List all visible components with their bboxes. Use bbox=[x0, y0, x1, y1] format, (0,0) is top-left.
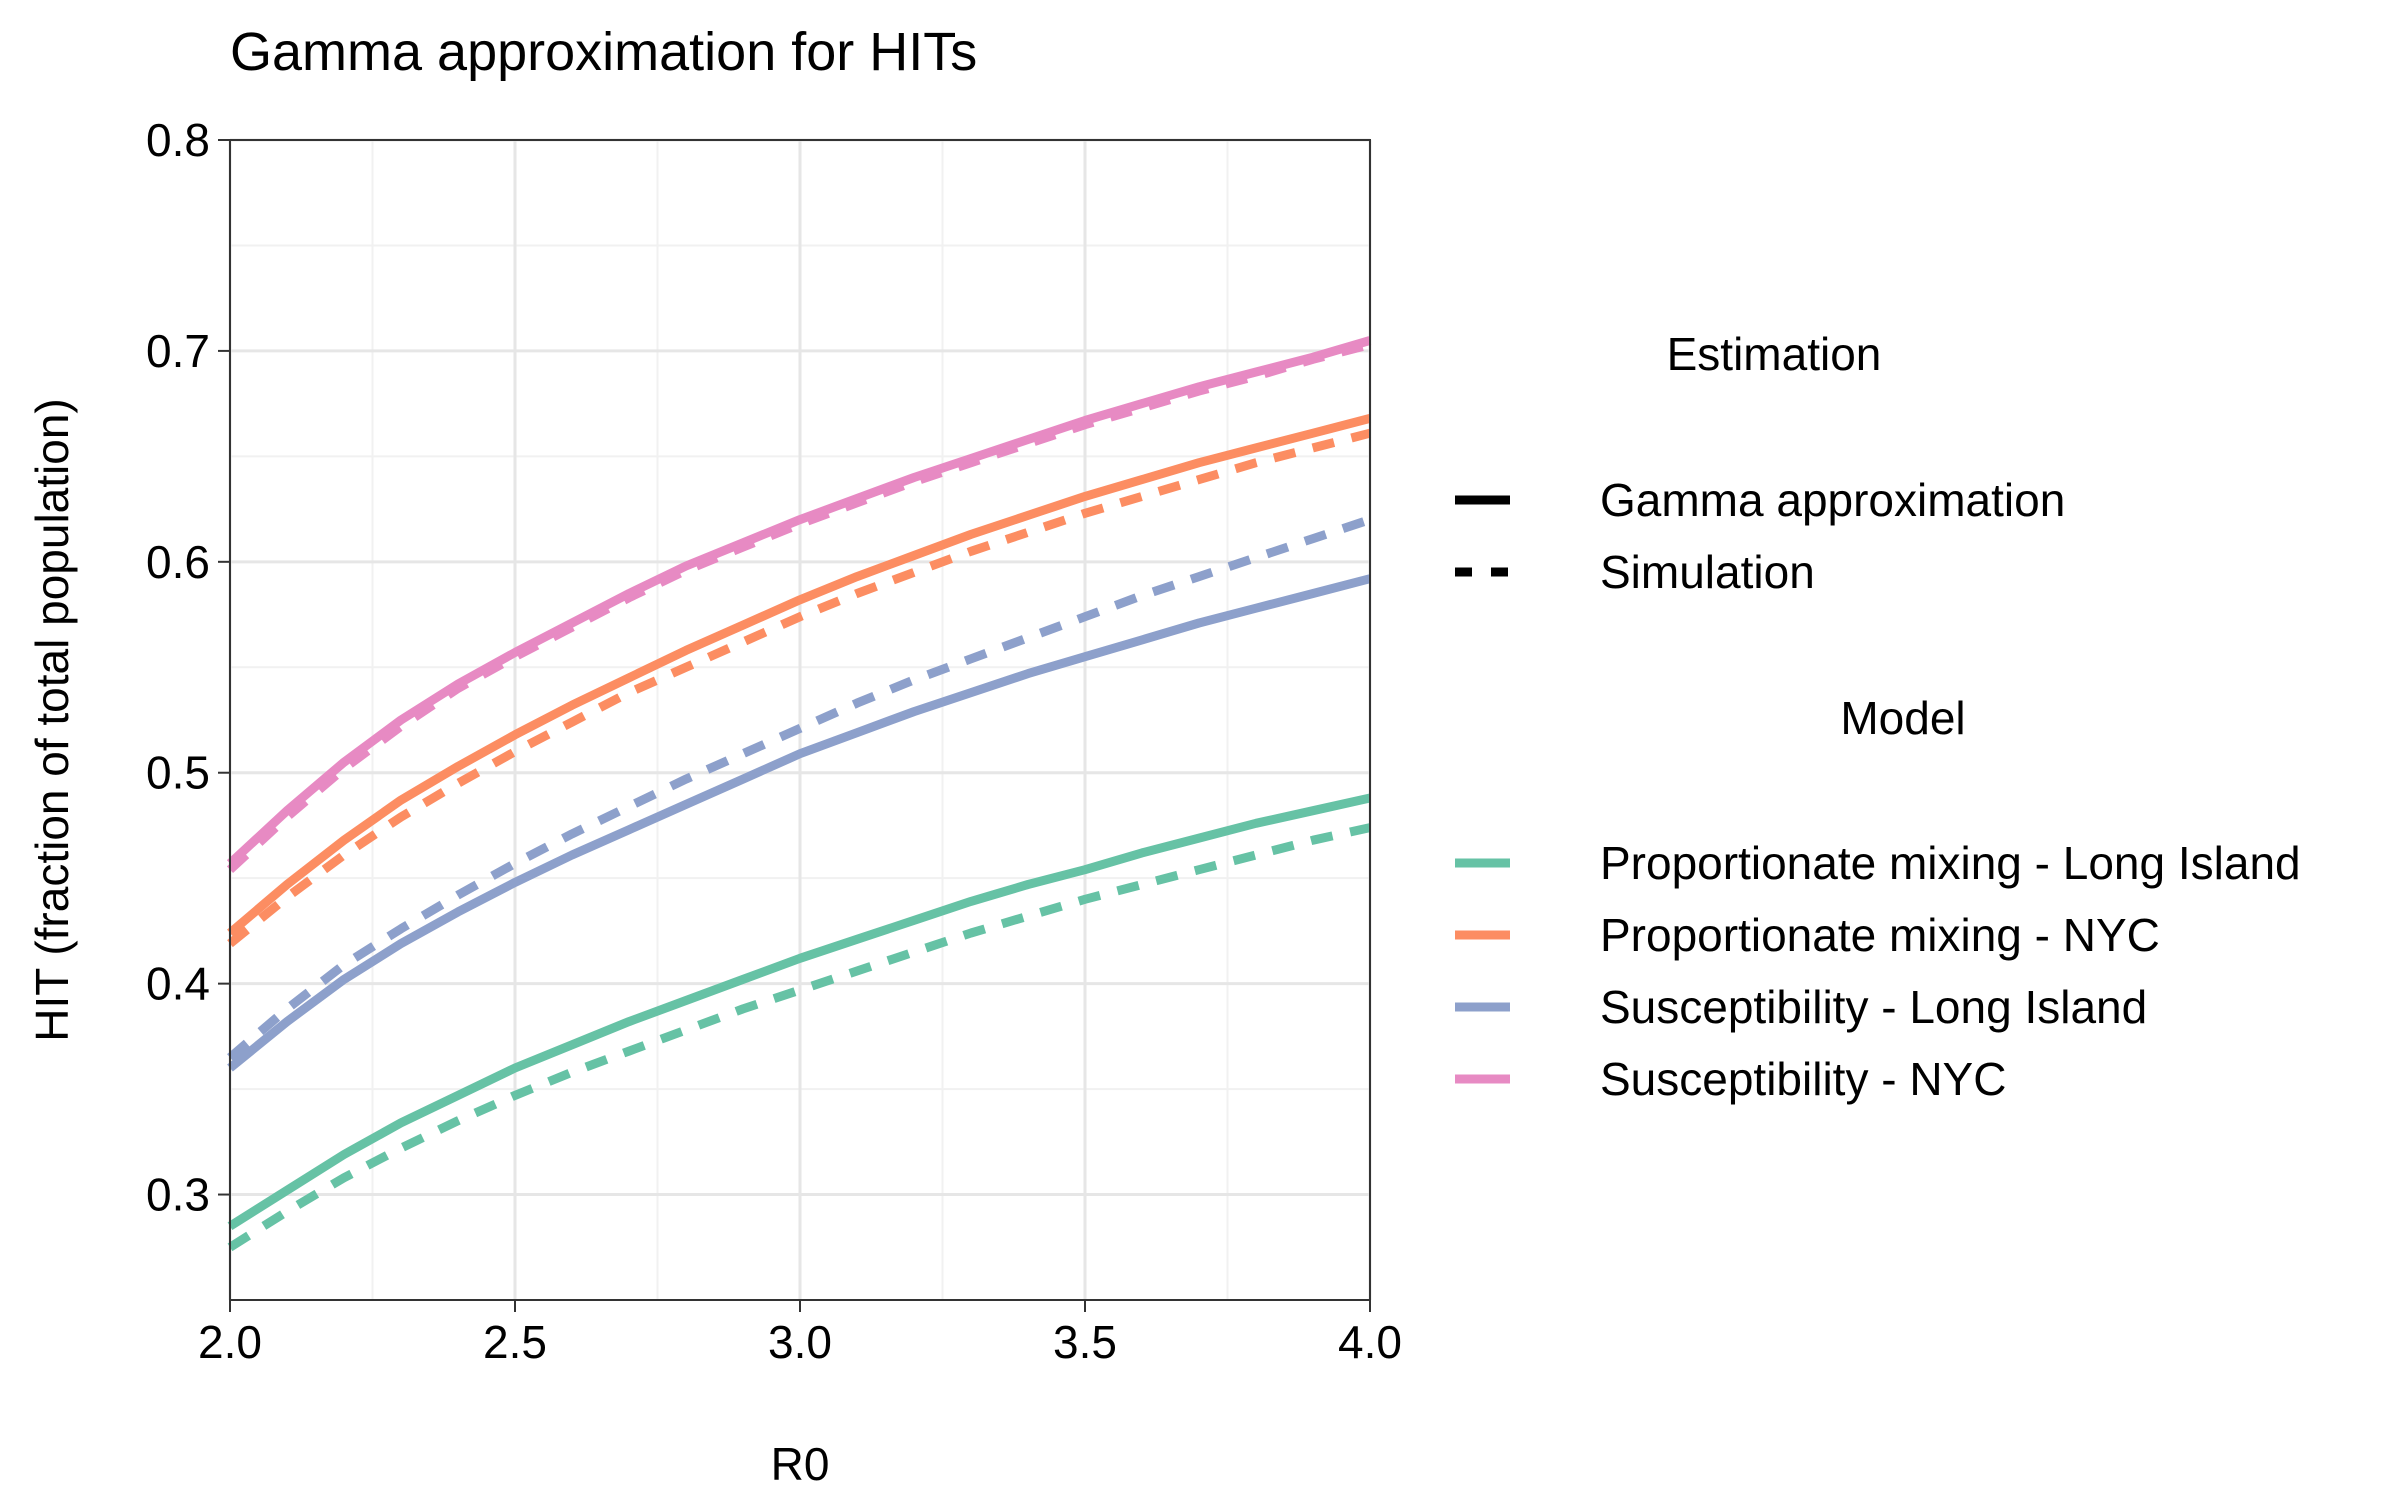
x-tick-label: 3.5 bbox=[1053, 1316, 1117, 1368]
y-tick-label: 0.6 bbox=[146, 536, 210, 588]
legend-estimation-items: Gamma approximation Simulation bbox=[1455, 474, 2065, 598]
y-tick-label: 0.4 bbox=[146, 958, 210, 1010]
x-axis-title: R0 bbox=[771, 1438, 830, 1490]
legend-model-label: Proportionate mixing - Long Island bbox=[1600, 837, 2301, 889]
x-tick-label: 4.0 bbox=[1338, 1316, 1402, 1368]
series-line-3-simulation bbox=[226, 340, 1372, 874]
legend-model-label: Susceptibility - NYC bbox=[1600, 1053, 2006, 1105]
series-line-2-gamma bbox=[227, 574, 1372, 1072]
legend-model-label: Proportionate mixing - NYC bbox=[1600, 909, 2160, 961]
legend-model-items: Proportionate mixing - Long Island Propor… bbox=[1455, 837, 2301, 1105]
series-line-1-gamma bbox=[227, 414, 1372, 937]
x-tick-label: 2.5 bbox=[483, 1316, 547, 1368]
series-line-0-gamma bbox=[227, 793, 1371, 1231]
x-tick-label: 2.0 bbox=[198, 1316, 262, 1368]
legend-model-title: Model bbox=[1840, 692, 1965, 744]
x-tick-label: 3.0 bbox=[768, 1316, 832, 1368]
x-axis: 2.0 2.5 3.0 3.5 4.0 bbox=[198, 1300, 1402, 1368]
y-tick-label: 0.5 bbox=[146, 747, 210, 799]
series-group bbox=[226, 336, 1372, 1252]
legend-estimation-label: Simulation bbox=[1600, 546, 1815, 598]
series-line-3-gamma bbox=[226, 336, 1372, 867]
y-axis: 0.3 0.4 0.5 0.6 0.7 0.8 bbox=[146, 114, 230, 1221]
chart-title: Gamma approximation for HITs bbox=[230, 22, 977, 82]
y-tick-label: 0.8 bbox=[146, 114, 210, 166]
series-line-0-simulation bbox=[227, 823, 1371, 1252]
plot-area bbox=[226, 138, 1372, 1301]
legend: Estimation Gamma approximation Simulation… bbox=[1455, 328, 2301, 1105]
legend-estimation-title: Estimation bbox=[1667, 328, 1882, 380]
legend-model-label: Susceptibility - Long Island bbox=[1600, 981, 2147, 1033]
series-line-1-simulation bbox=[227, 428, 1372, 948]
series-line-2-simulation bbox=[227, 515, 1372, 1061]
y-tick-label: 0.7 bbox=[146, 325, 210, 377]
y-tick-label: 0.3 bbox=[146, 1169, 210, 1221]
y-axis-title: HIT (fraction of total population) bbox=[26, 398, 78, 1041]
legend-estimation-label: Gamma approximation bbox=[1600, 474, 2065, 526]
